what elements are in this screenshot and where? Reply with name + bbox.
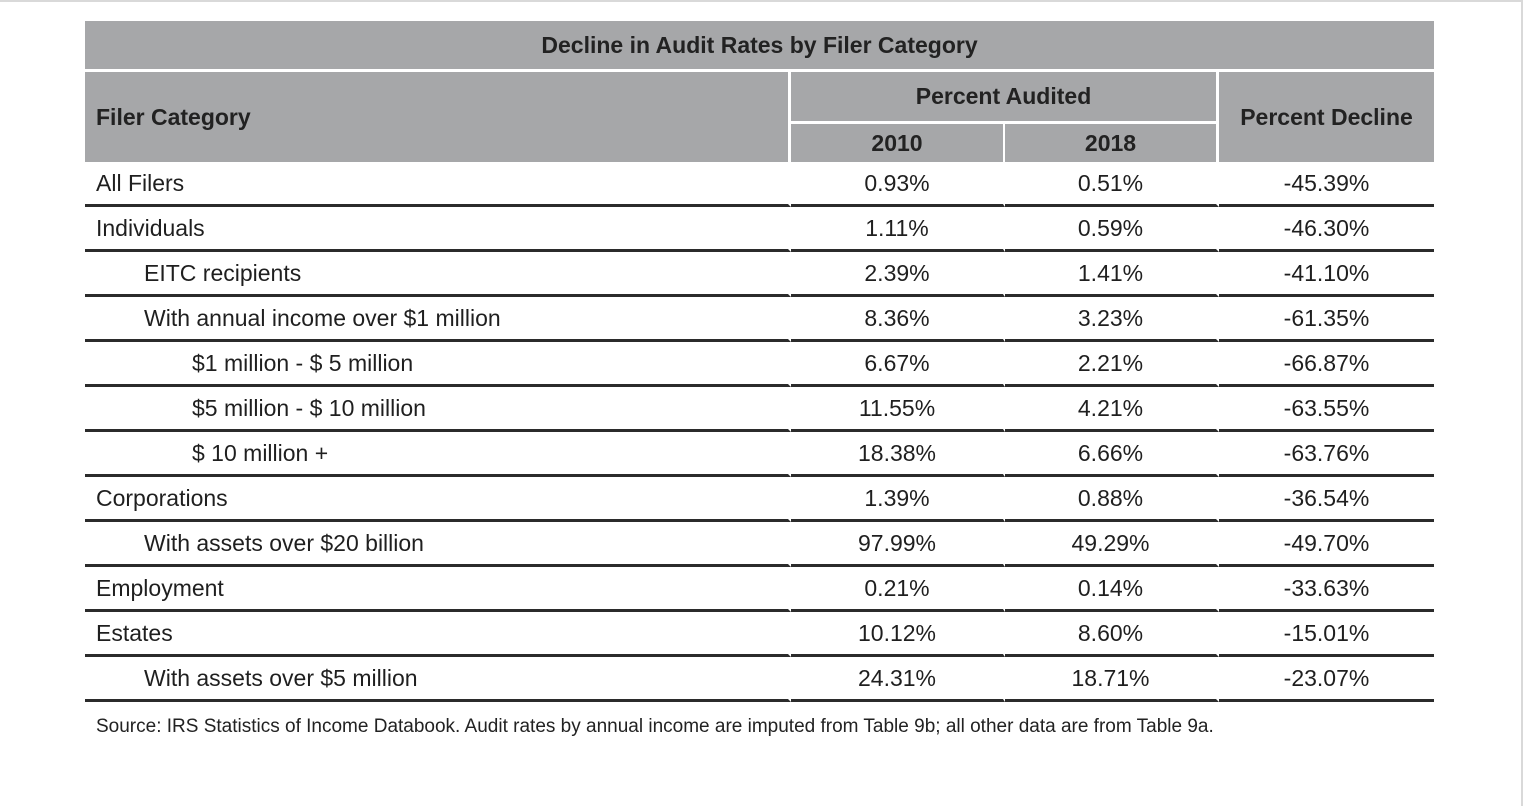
rate-2010-cell: 0.21% [791, 567, 1005, 612]
rate-2010-cell: 24.31% [791, 657, 1005, 702]
percent-decline-cell: -23.07% [1219, 657, 1434, 702]
table-row: Corporations 1.39% 0.88% -36.54% [85, 477, 1434, 522]
table-row: Employment 0.21% 0.14% -33.63% [85, 567, 1434, 612]
percent-decline-cell: -63.55% [1219, 387, 1434, 432]
rate-2010-cell: 10.12% [791, 612, 1005, 657]
rate-2010-cell: 8.36% [791, 297, 1005, 342]
audit-rates-table: Decline in Audit Rates by Filer Category… [85, 21, 1434, 702]
filer-category-cell: All Filers [85, 162, 791, 207]
filer-category-header: Filer Category [85, 72, 791, 162]
percent-decline-cell: -66.87% [1219, 342, 1434, 387]
rate-2018-cell: 0.88% [1005, 477, 1219, 522]
table-row: $ 10 million +18.38% 6.66% -63.76% [85, 432, 1434, 477]
filer-category-cell: Individuals [85, 207, 791, 252]
rate-2010-cell: 0.93% [791, 162, 1005, 207]
table-row: With assets over $20 billion 97.99% 49.29%… [85, 522, 1434, 567]
percent-decline-cell: -63.76% [1219, 432, 1434, 477]
filer-category-cell: Estates [85, 612, 791, 657]
percent-decline-cell: -41.10% [1219, 252, 1434, 297]
percent-decline-header: Percent Decline [1219, 72, 1434, 162]
rate-2018-cell: 2.21% [1005, 342, 1219, 387]
table-row: $5 million - $ 10 million 11.55% 4.21% -63.… [85, 387, 1434, 432]
table-row: Estates 10.12% 8.60% -15.01% [85, 612, 1434, 657]
filer-category-cell: $5 million - $ 10 million [85, 387, 791, 432]
rate-2010-cell: 2.39% [791, 252, 1005, 297]
rate-2018-cell: 18.71% [1005, 657, 1219, 702]
rate-2010-cell: 6.67% [791, 342, 1005, 387]
percent-decline-cell: -45.39% [1219, 162, 1434, 207]
table-row: $1 million - $ 5 million 6.67% 2.21% -66.87… [85, 342, 1434, 387]
rate-2010-cell: 1.39% [791, 477, 1005, 522]
filer-category-cell: With annual income over $1 million [85, 297, 791, 342]
percent-decline-cell: -61.35% [1219, 297, 1434, 342]
table-row: EITC recipients 2.39% 1.41% -41.10% [85, 252, 1434, 297]
rate-2018-cell: 6.66% [1005, 432, 1219, 477]
table-row: With annual income over $1 million 8.36% 3… [85, 297, 1434, 342]
table-title: Decline in Audit Rates by Filer Category [85, 21, 1434, 72]
filer-category-cell: With assets over $5 million [85, 657, 791, 702]
rate-2010-cell: 1.11% [791, 207, 1005, 252]
year-2018-header: 2018 [1005, 124, 1219, 162]
percent-decline-cell: -46.30% [1219, 207, 1434, 252]
percent-decline-cell: -15.01% [1219, 612, 1434, 657]
table-row: With assets over $5 million 24.31% 18.71% -… [85, 657, 1434, 702]
table-header: Decline in Audit Rates by Filer Category… [85, 21, 1434, 162]
percent-decline-cell: -49.70% [1219, 522, 1434, 567]
rate-2018-cell: 1.41% [1005, 252, 1219, 297]
percent-audited-header: Percent Audited [791, 72, 1219, 124]
rate-2018-cell: 0.59% [1005, 207, 1219, 252]
rate-2018-cell: 49.29% [1005, 522, 1219, 567]
rate-2018-cell: 0.51% [1005, 162, 1219, 207]
filer-category-cell: Employment [85, 567, 791, 612]
filer-category-cell: $ 10 million + [85, 432, 791, 477]
percent-decline-cell: -33.63% [1219, 567, 1434, 612]
rate-2010-cell: 97.99% [791, 522, 1005, 567]
filer-category-cell: With assets over $20 billion [85, 522, 791, 567]
rate-2010-cell: 18.38% [791, 432, 1005, 477]
filer-category-cell: EITC recipients [85, 252, 791, 297]
table-row: Individuals 1.11% 0.59% -46.30% [85, 207, 1434, 252]
filer-category-cell: Corporations [85, 477, 791, 522]
table-row: All Filers 0.93% 0.51% -45.39% [85, 162, 1434, 207]
rate-2018-cell: 4.21% [1005, 387, 1219, 432]
filer-category-cell: $1 million - $ 5 million [85, 342, 791, 387]
percent-decline-cell: -36.54% [1219, 477, 1434, 522]
rate-2010-cell: 11.55% [791, 387, 1005, 432]
table-body: All Filers 0.93% 0.51% -45.39% Individuals 1.… [85, 162, 1434, 702]
source-note: Source: IRS Statistics of Income Databoo… [96, 716, 1214, 737]
rate-2018-cell: 0.14% [1005, 567, 1219, 612]
rate-2018-cell: 3.23% [1005, 297, 1219, 342]
rate-2018-cell: 8.60% [1005, 612, 1219, 657]
year-2010-header: 2010 [791, 124, 1005, 162]
